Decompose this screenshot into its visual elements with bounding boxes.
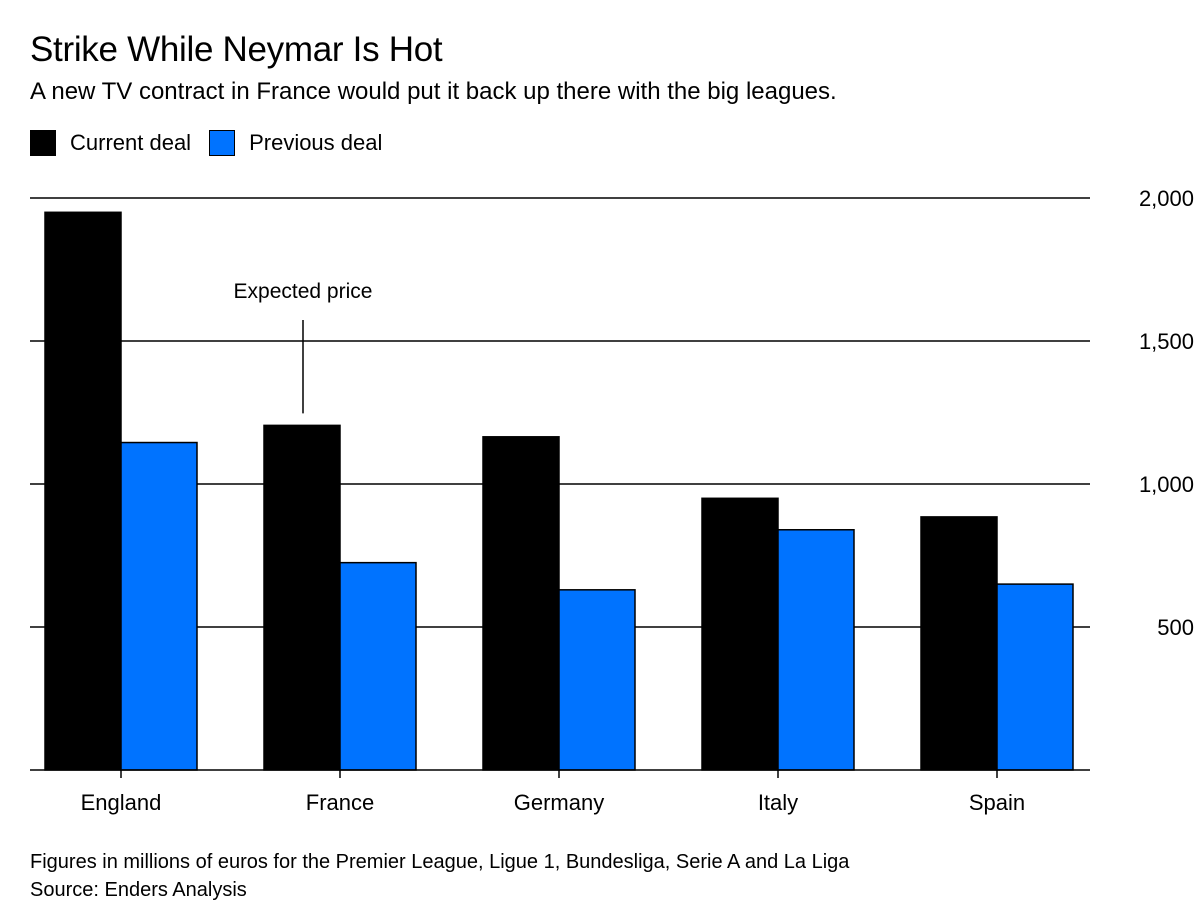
annotation: Expected price [234, 280, 373, 414]
bar-current-italy [701, 497, 779, 771]
chart-title: Strike While Neymar Is Hot [30, 30, 443, 69]
x-tick-label: France [306, 790, 374, 815]
footer-note: Figures in millions of euros for the Pre… [30, 851, 850, 873]
legend-swatch-current [30, 130, 56, 156]
chart-footer: Figures in millions of euros for the Pre… [30, 848, 849, 904]
bar-current-france [263, 424, 341, 771]
bar-current-england [44, 211, 122, 771]
legend-label-previous: Previous deal [249, 130, 383, 155]
legend: Current deal Previous deal [30, 128, 400, 158]
y-tick-label: 1,500 [1139, 329, 1194, 354]
chart-subtitle: A new TV contract in France would put it… [30, 78, 837, 105]
bar-previous-italy [777, 529, 855, 771]
legend-label-current: Current deal [70, 130, 192, 155]
legend-swatch-previous [209, 130, 236, 156]
legend-item-current: Current deal [30, 128, 191, 158]
bar-previous-france [339, 561, 417, 771]
y-tick-label: 2,000 [1139, 186, 1194, 211]
bar-previous-england [120, 441, 198, 771]
y-tick-label: 1,000 [1139, 472, 1194, 497]
x-tick-label: England [81, 790, 162, 815]
x-tick-label: Germany [514, 790, 604, 815]
annotation-label: Expected price [234, 280, 373, 303]
legend-item-previous: Previous deal [209, 128, 382, 158]
bar-current-spain [920, 516, 998, 771]
x-tick-label: Spain [969, 790, 1025, 815]
y-tick-label: 500 [1157, 615, 1194, 640]
footer-source: Source: Enders Analysis [30, 879, 247, 901]
bar-current-germany [482, 436, 560, 771]
bar-previous-germany [558, 589, 636, 771]
x-tick-label: Italy [758, 790, 798, 815]
bars [44, 211, 1074, 771]
bar-previous-spain [996, 583, 1074, 771]
bar-chart: Expected price 500 1,000 1,500 2,000 England… [30, 186, 1194, 815]
axis-ticks: 500 1,000 1,500 2,000 England France Germany It… [30, 186, 1194, 815]
